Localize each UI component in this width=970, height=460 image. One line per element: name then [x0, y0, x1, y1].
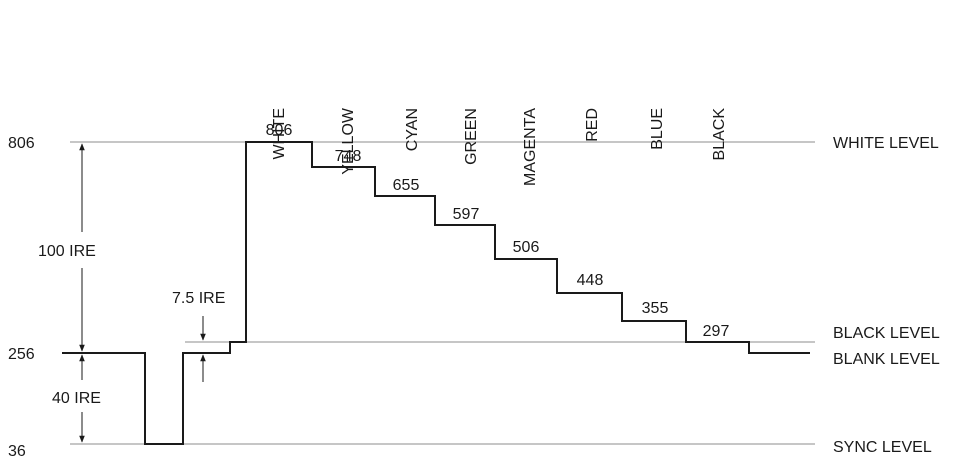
bar-value-cyan: 655	[393, 177, 420, 194]
bar-value-red: 448	[577, 272, 604, 289]
bar-value-green: 597	[453, 206, 480, 223]
ire75-label: 7.5 IRE	[172, 290, 225, 307]
bar-value-white: 806	[266, 122, 293, 139]
black-level-label: BLACK LEVEL	[833, 325, 940, 342]
sync-level-value: 36	[8, 443, 26, 460]
bar-value-magenta: 506	[513, 239, 540, 256]
bar-name-magenta: MAGENTA	[522, 108, 539, 186]
bar-name-group: WHITE YELLOW CYAN GREEN MAGENTA RED BLUE BLACK	[271, 107, 728, 186]
white-level-label: WHITE LEVEL	[833, 135, 939, 152]
ire100-label: 100 IRE	[38, 243, 96, 260]
bar-name-yellow: YELLOW	[340, 107, 357, 175]
bar-name-cyan: CYAN	[404, 108, 421, 151]
blank-level-label: BLANK LEVEL	[833, 351, 940, 368]
bar-name-blue: BLUE	[649, 108, 666, 150]
bar-name-white: WHITE	[271, 108, 288, 160]
signal-waveform	[62, 141, 810, 445]
bar-name-red: RED	[584, 108, 601, 142]
blank-level-value: 256	[8, 346, 35, 363]
bar-value-black: 297	[703, 323, 730, 340]
bar-value-blue: 355	[642, 300, 669, 317]
bar-value-group: 806 748 655 597 506 448 355 297	[266, 122, 730, 340]
sync-level-label: SYNC LEVEL	[833, 439, 932, 456]
bar-name-black: BLACK	[711, 108, 728, 161]
white-level-value: 806	[8, 135, 35, 152]
ire40-label: 40 IRE	[52, 390, 101, 407]
bar-value-yellow: 748	[335, 148, 362, 165]
bar-name-green: GREEN	[463, 108, 480, 165]
